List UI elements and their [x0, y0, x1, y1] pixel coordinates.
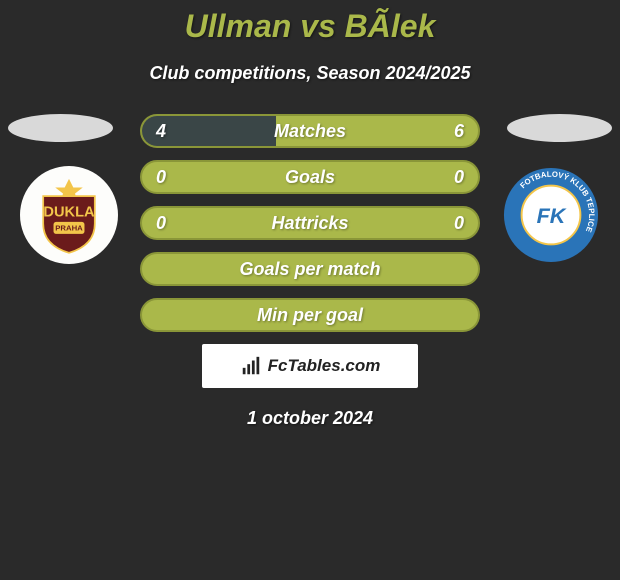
svg-text:DUKLA: DUKLA — [43, 205, 95, 221]
stat-label: Goals per match — [239, 259, 380, 280]
bar-chart-icon — [240, 355, 262, 377]
stat-row-goals: 0 Goals 0 — [140, 160, 480, 194]
stat-row-goals-per-match: Goals per match — [140, 252, 480, 286]
dukla-shield-icon: DUKLA PRAHA — [26, 172, 112, 258]
stat-label: Matches — [274, 121, 346, 142]
stat-row-matches: 4 Matches 6 — [140, 114, 480, 148]
stat-label: Min per goal — [257, 305, 363, 326]
stat-left-value: 0 — [156, 213, 166, 234]
stat-left-value: 0 — [156, 167, 166, 188]
stat-right-value: 0 — [454, 213, 464, 234]
stat-right-value: 6 — [454, 121, 464, 142]
stat-row-hattricks: 0 Hattricks 0 — [140, 206, 480, 240]
stat-label: Goals — [285, 167, 335, 188]
svg-text:FK: FK — [537, 203, 567, 228]
brand-text: FcTables.com — [268, 356, 381, 376]
stat-left-value: 4 — [156, 121, 166, 142]
stat-label: Hattricks — [271, 213, 348, 234]
right-player-ellipse — [507, 114, 612, 142]
stat-right-value: 0 — [454, 167, 464, 188]
club-badge-left: DUKLA PRAHA — [20, 166, 118, 264]
club-badge-right: FK FOTBALOVÝ KLUB TEPLICE — [502, 166, 600, 264]
stat-row-min-per-goal: Min per goal — [140, 298, 480, 332]
comparison-area: 4 Matches 6 0 Goals 0 0 Hattricks 0 Goal… — [0, 114, 620, 332]
date-label: 1 october 2024 — [0, 408, 620, 429]
page-subtitle: Club competitions, Season 2024/2025 — [0, 63, 620, 84]
page-title: Ullman vs BÃ­lek — [0, 0, 620, 45]
left-player-ellipse — [8, 114, 113, 142]
teplice-badge-icon: FK FOTBALOVÝ KLUB TEPLICE — [502, 166, 600, 264]
brand-attribution[interactable]: FcTables.com — [202, 344, 418, 388]
svg-text:PRAHA: PRAHA — [55, 223, 83, 232]
